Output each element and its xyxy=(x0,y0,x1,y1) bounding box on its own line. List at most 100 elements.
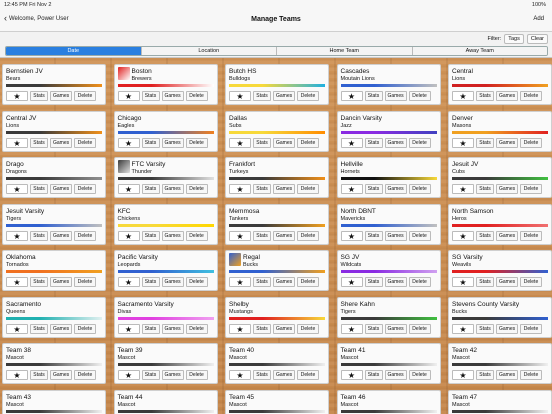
segment-date[interactable]: Date xyxy=(6,47,142,55)
stats-button[interactable]: Stats xyxy=(141,277,160,287)
add-team-button[interactable]: Add xyxy=(533,16,544,22)
team-card[interactable]: Central Lions ★ Stats Games Delete xyxy=(448,64,552,105)
games-button[interactable]: Games xyxy=(384,323,407,334)
stats-button[interactable]: Stats xyxy=(364,184,383,194)
team-card[interactable]: Shelby Mustangs ★ Stats Games Delete xyxy=(225,296,329,338)
delete-button[interactable]: Delete xyxy=(520,184,542,194)
team-card[interactable]: SG Varsity Weavils ★ Stats Games Delete xyxy=(448,250,552,291)
favorite-star-icon[interactable]: ★ xyxy=(229,184,251,194)
games-button[interactable]: Games xyxy=(496,91,518,101)
team-card[interactable]: SG JV Wildcats ★ Stats Games Delete xyxy=(336,250,441,291)
delete-button[interactable]: Delete xyxy=(520,91,542,101)
stats-button[interactable]: Stats xyxy=(476,137,494,148)
stats-button[interactable]: Stats xyxy=(141,91,160,101)
stats-button[interactable]: Stats xyxy=(30,370,48,380)
team-card[interactable]: Dallas Subs ★ Stats Games Delete xyxy=(225,110,329,152)
delete-button[interactable]: Delete xyxy=(185,370,208,380)
favorite-star-icon[interactable]: ★ xyxy=(340,370,363,380)
stats-button[interactable]: Stats xyxy=(30,323,48,334)
team-card[interactable]: Boston Brewers ★ Stats Games Delete xyxy=(113,64,218,105)
delete-button[interactable]: Delete xyxy=(520,323,542,334)
team-card[interactable]: Stevens County Varsity Bucks ★ Stats Games De… xyxy=(448,296,552,338)
games-button[interactable]: Games xyxy=(384,277,407,287)
team-card[interactable]: Team 39 Mascot ★ Stats Games Delete xyxy=(113,343,218,384)
stats-button[interactable]: Stats xyxy=(141,230,160,241)
favorite-star-icon[interactable]: ★ xyxy=(6,184,28,194)
team-card[interactable]: Regal Bucks ★ Stats Games Delete xyxy=(225,250,329,291)
favorite-star-icon[interactable]: ★ xyxy=(117,137,140,148)
favorite-star-icon[interactable]: ★ xyxy=(340,277,363,287)
delete-button[interactable]: Delete xyxy=(74,370,96,380)
favorite-star-icon[interactable]: ★ xyxy=(452,137,474,148)
delete-button[interactable]: Delete xyxy=(74,184,96,194)
favorite-star-icon[interactable]: ★ xyxy=(6,323,28,334)
team-card[interactable]: FTC Varsity Thunder ★ Stats Games Delete xyxy=(113,157,218,198)
delete-button[interactable]: Delete xyxy=(185,230,208,241)
favorite-star-icon[interactable]: ★ xyxy=(6,370,28,380)
team-card[interactable]: North DBNT Mavericks ★ Stats Games Delete xyxy=(336,203,441,245)
favorite-star-icon[interactable]: ★ xyxy=(117,184,140,194)
stats-button[interactable]: Stats xyxy=(476,91,494,101)
team-card[interactable]: Central JV Lions ★ Stats Games Delete xyxy=(2,110,106,152)
clear-button[interactable]: Clear xyxy=(526,34,548,44)
favorite-star-icon[interactable]: ★ xyxy=(6,137,28,148)
delete-button[interactable]: Delete xyxy=(297,370,319,380)
games-button[interactable]: Games xyxy=(496,184,518,194)
games-button[interactable]: Games xyxy=(161,91,184,101)
games-button[interactable]: Games xyxy=(384,137,407,148)
games-button[interactable]: Games xyxy=(273,230,295,241)
team-card[interactable]: Butch HS Bulldogs ★ Stats Games Delete xyxy=(225,64,329,105)
delete-button[interactable]: Delete xyxy=(297,323,319,334)
team-card[interactable]: Oklahoma Tornados ★ Stats Games Delete xyxy=(2,250,106,291)
delete-button[interactable]: Delete xyxy=(185,323,208,334)
games-button[interactable]: Games xyxy=(496,277,518,287)
games-button[interactable]: Games xyxy=(161,277,184,287)
tags-button[interactable]: Tags xyxy=(504,34,524,44)
stats-button[interactable]: Stats xyxy=(253,184,271,194)
favorite-star-icon[interactable]: ★ xyxy=(452,277,474,287)
stats-button[interactable]: Stats xyxy=(364,230,383,241)
team-card[interactable]: Jesuit Varsity Tigers ★ Stats Games Delete xyxy=(2,203,106,245)
delete-button[interactable]: Delete xyxy=(74,277,96,287)
delete-button[interactable]: Delete xyxy=(408,230,431,241)
team-card[interactable]: Frankfort Turkeys ★ Stats Games Delete xyxy=(225,157,329,198)
games-button[interactable]: Games xyxy=(50,91,72,101)
favorite-star-icon[interactable]: ★ xyxy=(340,323,363,334)
games-button[interactable]: Games xyxy=(50,230,72,241)
team-card[interactable]: Sacramento Queens ★ Stats Games Delete xyxy=(2,296,106,338)
delete-button[interactable]: Delete xyxy=(185,184,208,194)
team-card[interactable]: Sacramento Varsity Divas ★ Stats Games Delete xyxy=(113,296,218,338)
games-button[interactable]: Games xyxy=(384,184,407,194)
delete-button[interactable]: Delete xyxy=(297,184,319,194)
favorite-star-icon[interactable]: ★ xyxy=(452,184,474,194)
games-button[interactable]: Games xyxy=(384,370,407,380)
team-card[interactable]: Pacific Varsity Leopards ★ Stats Games Delete xyxy=(113,250,218,291)
team-card[interactable]: Hellville Hornets ★ Stats Games Delete xyxy=(336,157,441,198)
delete-button[interactable]: Delete xyxy=(408,323,431,334)
stats-button[interactable]: Stats xyxy=(476,323,494,334)
stats-button[interactable]: Stats xyxy=(30,184,48,194)
games-button[interactable]: Games xyxy=(161,184,184,194)
favorite-star-icon[interactable]: ★ xyxy=(452,91,474,101)
games-button[interactable]: Games xyxy=(384,91,407,101)
stats-button[interactable]: Stats xyxy=(476,230,494,241)
stats-button[interactable]: Stats xyxy=(141,137,160,148)
delete-button[interactable]: Delete xyxy=(185,137,208,148)
delete-button[interactable]: Delete xyxy=(520,370,542,380)
favorite-star-icon[interactable]: ★ xyxy=(340,91,363,101)
stats-button[interactable]: Stats xyxy=(253,323,271,334)
favorite-star-icon[interactable]: ★ xyxy=(452,230,474,241)
games-button[interactable]: Games xyxy=(496,370,518,380)
stats-button[interactable]: Stats xyxy=(364,277,383,287)
stats-button[interactable]: Stats xyxy=(253,91,271,101)
team-card[interactable]: Team 41 Mascot ★ Stats Games Delete xyxy=(336,343,441,384)
delete-button[interactable]: Delete xyxy=(297,91,319,101)
stats-button[interactable]: Stats xyxy=(141,323,160,334)
stats-button[interactable]: Stats xyxy=(30,91,48,101)
favorite-star-icon[interactable]: ★ xyxy=(340,184,363,194)
games-button[interactable]: Games xyxy=(273,370,295,380)
delete-button[interactable]: Delete xyxy=(408,137,431,148)
stats-button[interactable]: Stats xyxy=(30,137,48,148)
